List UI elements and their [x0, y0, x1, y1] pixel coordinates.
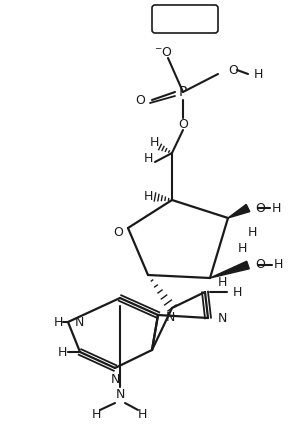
Text: O: O	[255, 202, 265, 214]
Text: N: N	[75, 315, 84, 329]
Text: $^{-}$O: $^{-}$O	[153, 46, 173, 60]
Text: N: N	[218, 311, 227, 324]
Text: O: O	[255, 259, 265, 272]
Text: H: H	[233, 286, 242, 299]
Text: N: N	[115, 389, 125, 402]
Text: O: O	[178, 118, 188, 130]
Text: H: H	[57, 345, 67, 359]
Text: O: O	[228, 63, 238, 76]
Text: H: H	[149, 136, 159, 149]
Polygon shape	[210, 261, 249, 278]
Polygon shape	[228, 205, 250, 218]
Text: H: H	[254, 67, 263, 81]
Text: P: P	[179, 85, 187, 99]
Text: Abs: Abs	[172, 13, 198, 27]
Text: H: H	[143, 151, 153, 164]
Text: H: H	[238, 242, 248, 254]
Text: O: O	[113, 226, 123, 239]
Text: H: H	[274, 259, 283, 272]
Text: H: H	[91, 408, 101, 422]
Text: H: H	[137, 408, 147, 422]
Text: H: H	[248, 226, 257, 239]
Text: N: N	[165, 311, 175, 324]
Text: O: O	[135, 94, 145, 106]
Text: H: H	[272, 202, 281, 214]
Text: H: H	[53, 315, 63, 329]
Text: H: H	[143, 190, 153, 203]
FancyBboxPatch shape	[152, 5, 218, 33]
Text: N: N	[110, 373, 120, 386]
Text: H: H	[218, 277, 227, 290]
